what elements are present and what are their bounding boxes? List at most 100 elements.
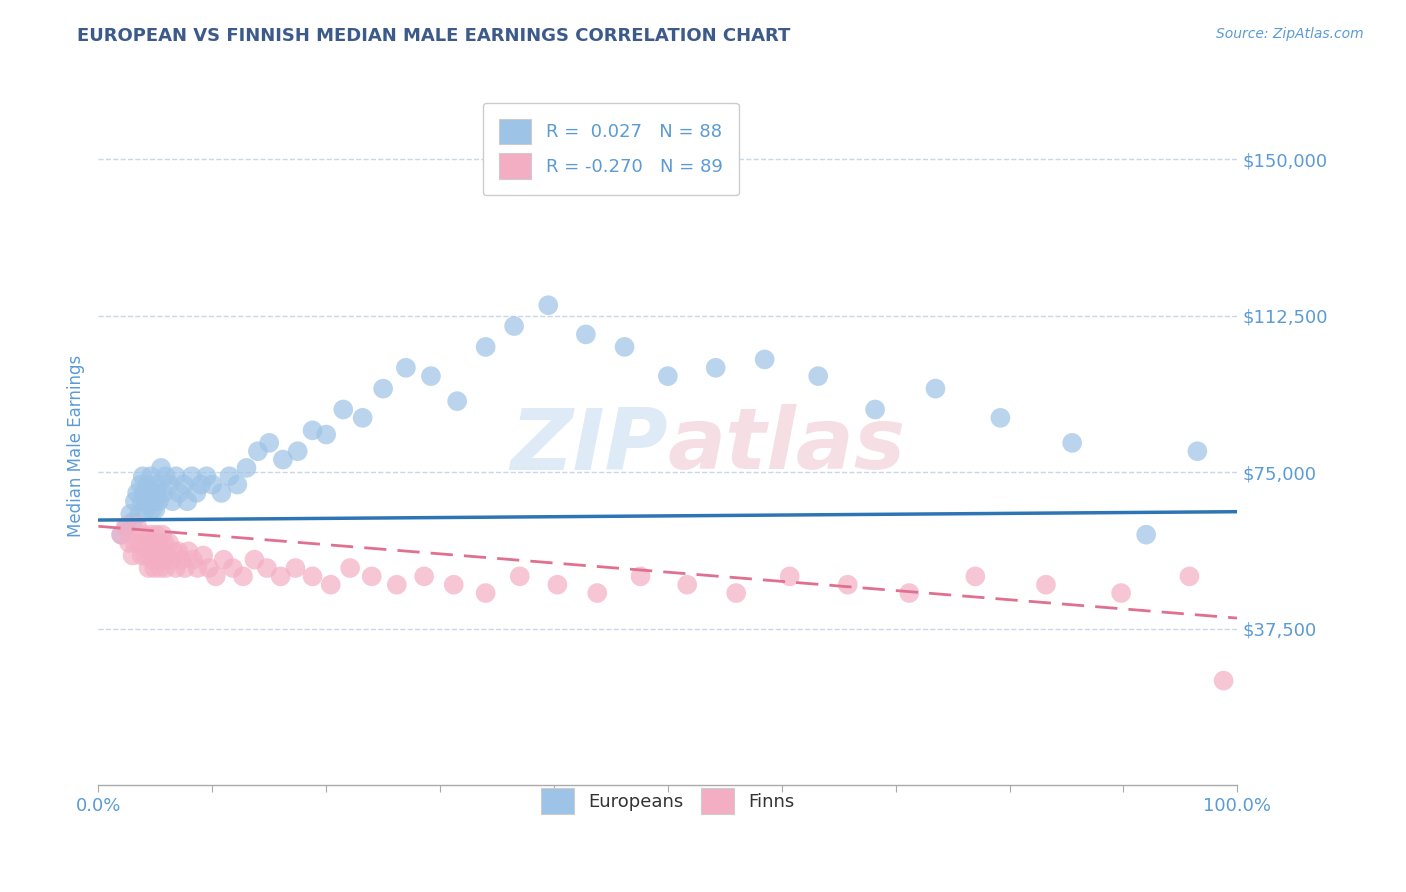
Point [704,360,727,375]
Point [1035,578,1057,592]
Point [503,319,526,334]
Point [271,452,294,467]
Point [145,544,167,558]
Point [193,549,215,563]
Point [155,469,177,483]
Point [135,494,157,508]
Point [395,360,418,375]
Point [186,561,208,575]
Point [807,369,830,384]
Point [1135,527,1157,541]
Legend: Europeans, Finns: Europeans, Finns [524,772,811,830]
Point [301,569,323,583]
Point [339,561,361,575]
Point [413,569,436,583]
Point [136,536,159,550]
Point [141,502,163,516]
Point [201,477,224,491]
Point [371,382,394,396]
Point [209,486,232,500]
Point [575,327,598,342]
Point [165,561,187,575]
Point [152,552,174,566]
Point [256,561,278,575]
Point [139,469,162,483]
Point [586,586,609,600]
Point [243,552,266,566]
Point [360,569,382,583]
Point [924,382,946,396]
Point [170,552,193,566]
Point [138,544,160,558]
Point [120,507,142,521]
Point [141,552,163,566]
Point [132,527,155,541]
Point [148,494,170,508]
Point [657,369,679,384]
Point [139,527,162,541]
Point [143,494,166,508]
Point [131,494,153,508]
Point [131,549,153,563]
Point [1062,435,1084,450]
Point [863,402,886,417]
Point [509,569,531,583]
Point [121,549,143,563]
Point [167,544,190,558]
Point [132,486,155,500]
Point [110,527,132,541]
Point [1212,673,1234,688]
Point [898,586,921,600]
Point [190,477,212,491]
Point [136,477,159,491]
Y-axis label: Median Male Earnings: Median Male Earnings [66,355,84,537]
Point [132,469,155,483]
Point [287,444,309,458]
Point [156,549,179,563]
Point [128,507,150,521]
Point [218,469,240,483]
Point [165,469,187,483]
Point [319,578,342,592]
Point [420,369,443,384]
Point [146,549,169,563]
Point [332,402,354,417]
Point [546,578,568,592]
Point [173,477,195,491]
Point [676,578,699,592]
Point [129,477,152,491]
Point [837,578,859,592]
Point [222,561,245,575]
Point [385,578,408,592]
Point [965,569,987,583]
Point [180,469,202,483]
Point [352,410,374,425]
Point [235,461,257,475]
Text: EUROPEAN VS FINNISH MEDIAN MALE EARNINGS CORRELATION CHART: EUROPEAN VS FINNISH MEDIAN MALE EARNINGS… [77,27,790,45]
Point [474,340,496,354]
Point [145,527,167,541]
Point [315,427,337,442]
Point [754,352,776,367]
Point [301,423,323,437]
Point [270,569,292,583]
Point [142,486,165,500]
Text: atlas: atlas [668,404,905,488]
Point [613,340,636,354]
Point [142,536,165,550]
Point [145,502,167,516]
Point [725,586,748,600]
Point [150,527,173,541]
Point [152,486,174,500]
Point [148,536,170,550]
Point [124,494,146,508]
Point [630,569,652,583]
Point [195,469,218,483]
Point [114,519,136,533]
Point [284,561,307,575]
Point [474,586,496,600]
Point [1187,444,1209,458]
Point [779,569,801,583]
Point [135,549,157,563]
Point [115,519,138,533]
